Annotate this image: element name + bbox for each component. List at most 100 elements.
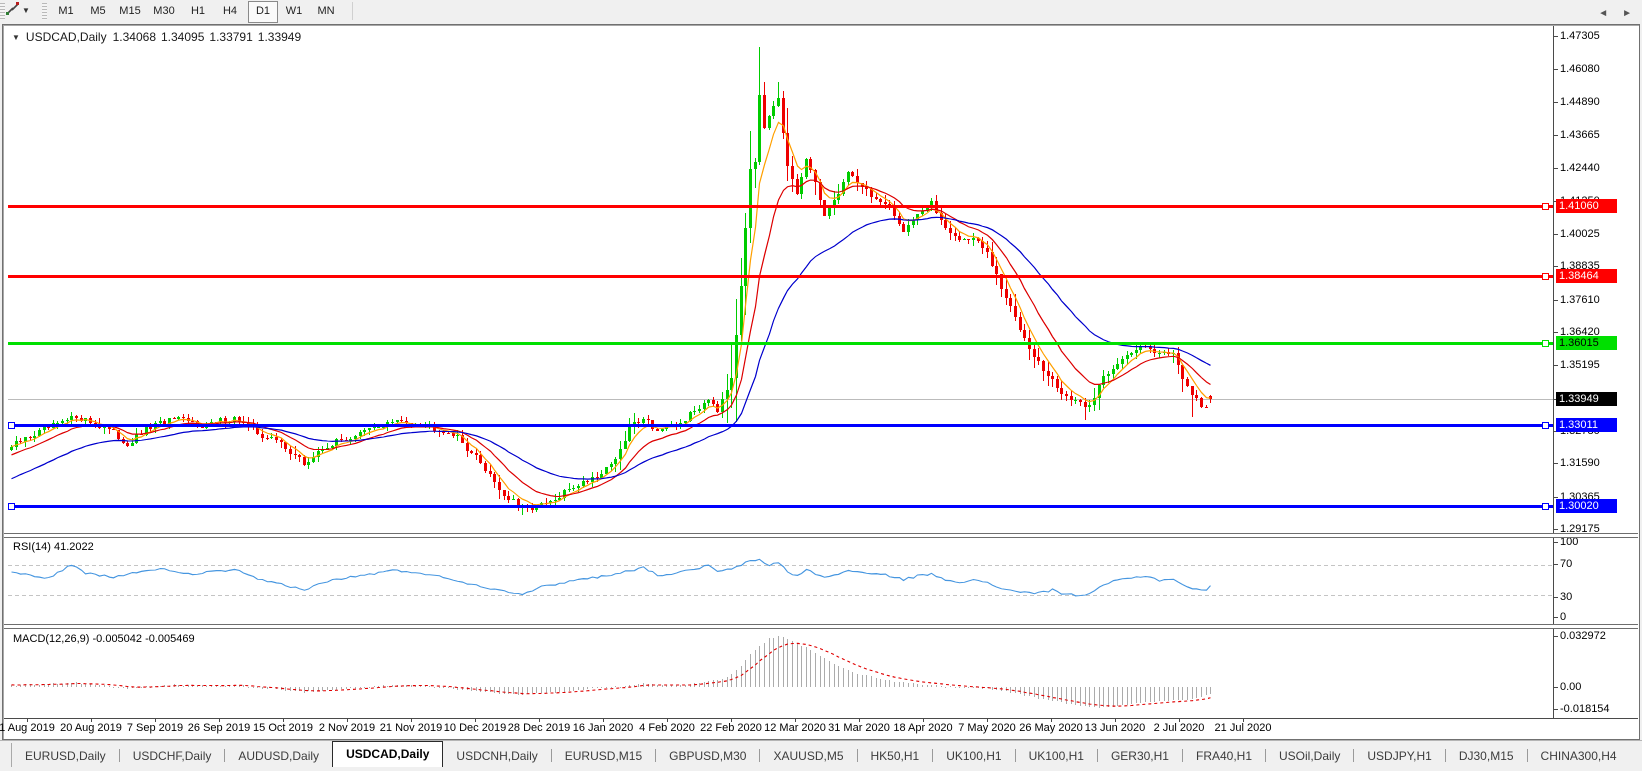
price-tick-label: 1.42440 (1560, 162, 1600, 174)
tab-separator (550, 749, 552, 762)
date-tick-mark (1243, 718, 1244, 722)
macd-scale-tick (1553, 636, 1558, 637)
ohlc-close: 1.33949 (257, 30, 302, 44)
macd-panel-divider[interactable] (4, 624, 1638, 629)
date-tick-label: 7 May 2020 (958, 722, 1016, 734)
date-tick-mark (1051, 718, 1052, 722)
timeframe-button-m1[interactable]: M1 (58, 5, 74, 17)
timeframe-button-mn[interactable]: MN (317, 5, 335, 17)
rsi-scale-tick (1553, 617, 1558, 618)
price-tick-mark (1553, 300, 1558, 301)
timeframe-button-h1[interactable]: H1 (190, 5, 206, 17)
date-tick-label: 20 Aug 2019 (60, 722, 122, 734)
tab-separator (1444, 749, 1446, 762)
ohlc-high: 1.34095 (161, 30, 205, 44)
tab-separator (118, 749, 120, 762)
date-tick-mark (795, 718, 796, 722)
timeframe-button-m5[interactable]: M5 (90, 5, 106, 17)
timeframe-button-d1[interactable]: D1 (248, 1, 278, 23)
collapse-triangle-icon[interactable]: ▼ (12, 32, 20, 42)
date-tick-mark (923, 718, 924, 722)
price-chart-canvas[interactable] (8, 26, 1553, 533)
tab-separator (655, 749, 657, 762)
chart-tab-eurusd-daily[interactable]: EURUSD,Daily (25, 749, 106, 763)
toolbar-separator (352, 2, 353, 20)
chart-tab-usdchf-daily[interactable]: USDCHF,Daily (132, 749, 212, 763)
chart-tab-hk50-h1[interactable]: HK50,H1 (870, 749, 920, 763)
chart-tab-usoil-daily[interactable]: USOil,Daily (1279, 749, 1341, 763)
price-tick-mark (1553, 365, 1558, 366)
date-tick-mark (347, 718, 348, 722)
toolbar-grip[interactable] (42, 3, 47, 20)
price-tick-mark (1553, 497, 1558, 498)
toolbar-grip[interactable] (0, 3, 5, 20)
tab-separator (759, 749, 761, 762)
chart-tab-audusd-daily[interactable]: AUDUSD,Daily (238, 749, 320, 763)
chart-tab-uk100-h1[interactable]: UK100,H1 (946, 749, 1002, 763)
price-tick-mark (1553, 201, 1558, 202)
tab-separator (224, 749, 226, 762)
chart-tabs-bar: EURUSD,Daily USDCHF,Daily AUDUSD,Daily USDC… (0, 740, 1642, 767)
timeframe-button-w1[interactable]: W1 (285, 5, 303, 17)
rsi-scale-label: 70 (1560, 558, 1573, 570)
date-tick-label: 7 Sep 2019 (126, 722, 184, 734)
date-tick-mark (411, 718, 412, 722)
hline-price-badge: 1.33011 (1556, 418, 1617, 432)
price-tick-label: 1.29175 (1560, 523, 1600, 535)
rsi-scale-tick (1553, 542, 1558, 543)
chart-tab-eurusd-m15[interactable]: EURUSD,M15 (564, 749, 643, 763)
price-tick-mark (1553, 399, 1558, 400)
ohlc-open: 1.34068 (112, 30, 156, 44)
chart-tools-button[interactable]: ▼ (3, 1, 39, 21)
scroll-tabs-left-icon[interactable]: ◄ (1598, 8, 1609, 19)
tab-separator (932, 749, 934, 762)
chart-tab-uk100-h1[interactable]: UK100,H1 (1028, 749, 1084, 763)
chart-tab-usdcnh-daily[interactable]: USDCNH,Daily (456, 749, 538, 763)
macd-indicator-canvas[interactable] (8, 629, 1553, 718)
chart-tab-fra40-h1[interactable]: FRA40,H1 (1195, 749, 1253, 763)
price-tick-mark (1553, 69, 1558, 70)
date-tick-label: 28 Dec 2019 (507, 722, 571, 734)
chart-tab-xauusd-m5[interactable]: XAUUSD,M5 (773, 749, 844, 763)
rsi-label: RSI(14) 41.2022 (13, 541, 94, 553)
macd-scale-tick (1553, 687, 1558, 688)
date-tick-mark (859, 718, 860, 722)
rsi-indicator-canvas[interactable] (8, 538, 1553, 624)
date-tick-mark (539, 718, 540, 722)
price-tick-label: 1.35195 (1560, 359, 1600, 371)
chart-tab-ger30-h1[interactable]: GER30,H1 (1110, 749, 1169, 763)
date-tick-label: 21 Jul 2020 (1214, 722, 1272, 734)
hline-price-badge: 1.30020 (1556, 499, 1617, 513)
rsi-panel-divider[interactable] (4, 533, 1638, 538)
timeframe-button-m30[interactable]: M30 (153, 5, 175, 17)
date-tick-label: 18 Apr 2020 (893, 722, 953, 734)
price-tick-mark (1553, 135, 1558, 136)
date-tick-label: 15 Oct 2019 (253, 722, 313, 734)
chart-tab-gbpusd-m30[interactable]: GBPUSD,M30 (669, 749, 747, 763)
bid-price-badge: 1.33949 (1556, 392, 1617, 406)
rsi-scale-label: 30 (1560, 591, 1573, 603)
macd-scale-tick (1553, 709, 1558, 710)
price-tick-label: 1.44890 (1560, 96, 1600, 108)
price-tick-label: 1.47305 (1560, 30, 1600, 42)
tabbar-lead-strip (0, 743, 12, 767)
price-tick-label: 1.43665 (1560, 129, 1600, 141)
hline-price-badge: 1.36015 (1556, 336, 1617, 350)
price-tick-mark (1553, 36, 1558, 37)
hline-price-badge: 1.41060 (1556, 199, 1617, 213)
timeframe-button-m15[interactable]: M15 (119, 5, 141, 17)
date-tick-mark (219, 718, 220, 722)
date-tick-label: 4 Feb 2020 (639, 722, 695, 734)
chevron-down-icon: ▼ (22, 6, 30, 15)
chart-tab-usdcad-daily[interactable]: USDCAD,Daily (332, 741, 444, 767)
chart-tab-usdjpy-h1[interactable]: USDJPY,H1 (1367, 749, 1432, 763)
timeframe-button-h4[interactable]: H4 (222, 5, 238, 17)
scroll-tabs-right-icon[interactable]: ► (1622, 8, 1632, 19)
rsi-scale-label: 0 (1560, 611, 1567, 623)
chart-tab-china300-h4[interactable]: CHINA300,H4 (1540, 749, 1617, 763)
chart-tab-dj30-m15[interactable]: DJ30,M15 (1458, 749, 1514, 763)
tab-separator (1181, 749, 1183, 762)
price-tick-label: 1.46080 (1560, 63, 1600, 75)
price-tick-mark (1553, 529, 1558, 530)
